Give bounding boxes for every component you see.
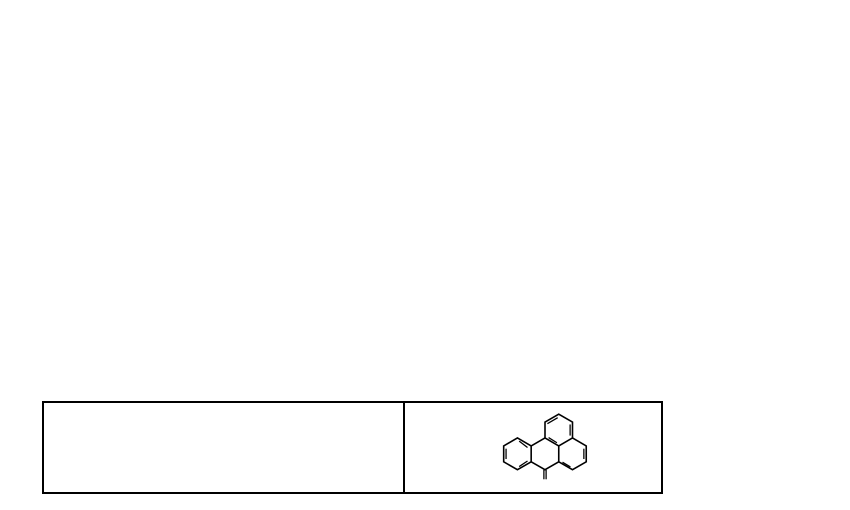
spectrum-plot: [0, 0, 850, 400]
peak-table: [42, 401, 405, 494]
molecule-structure: [502, 413, 588, 480]
structure-box: [403, 401, 663, 494]
molecule-bonds: [502, 413, 588, 480]
